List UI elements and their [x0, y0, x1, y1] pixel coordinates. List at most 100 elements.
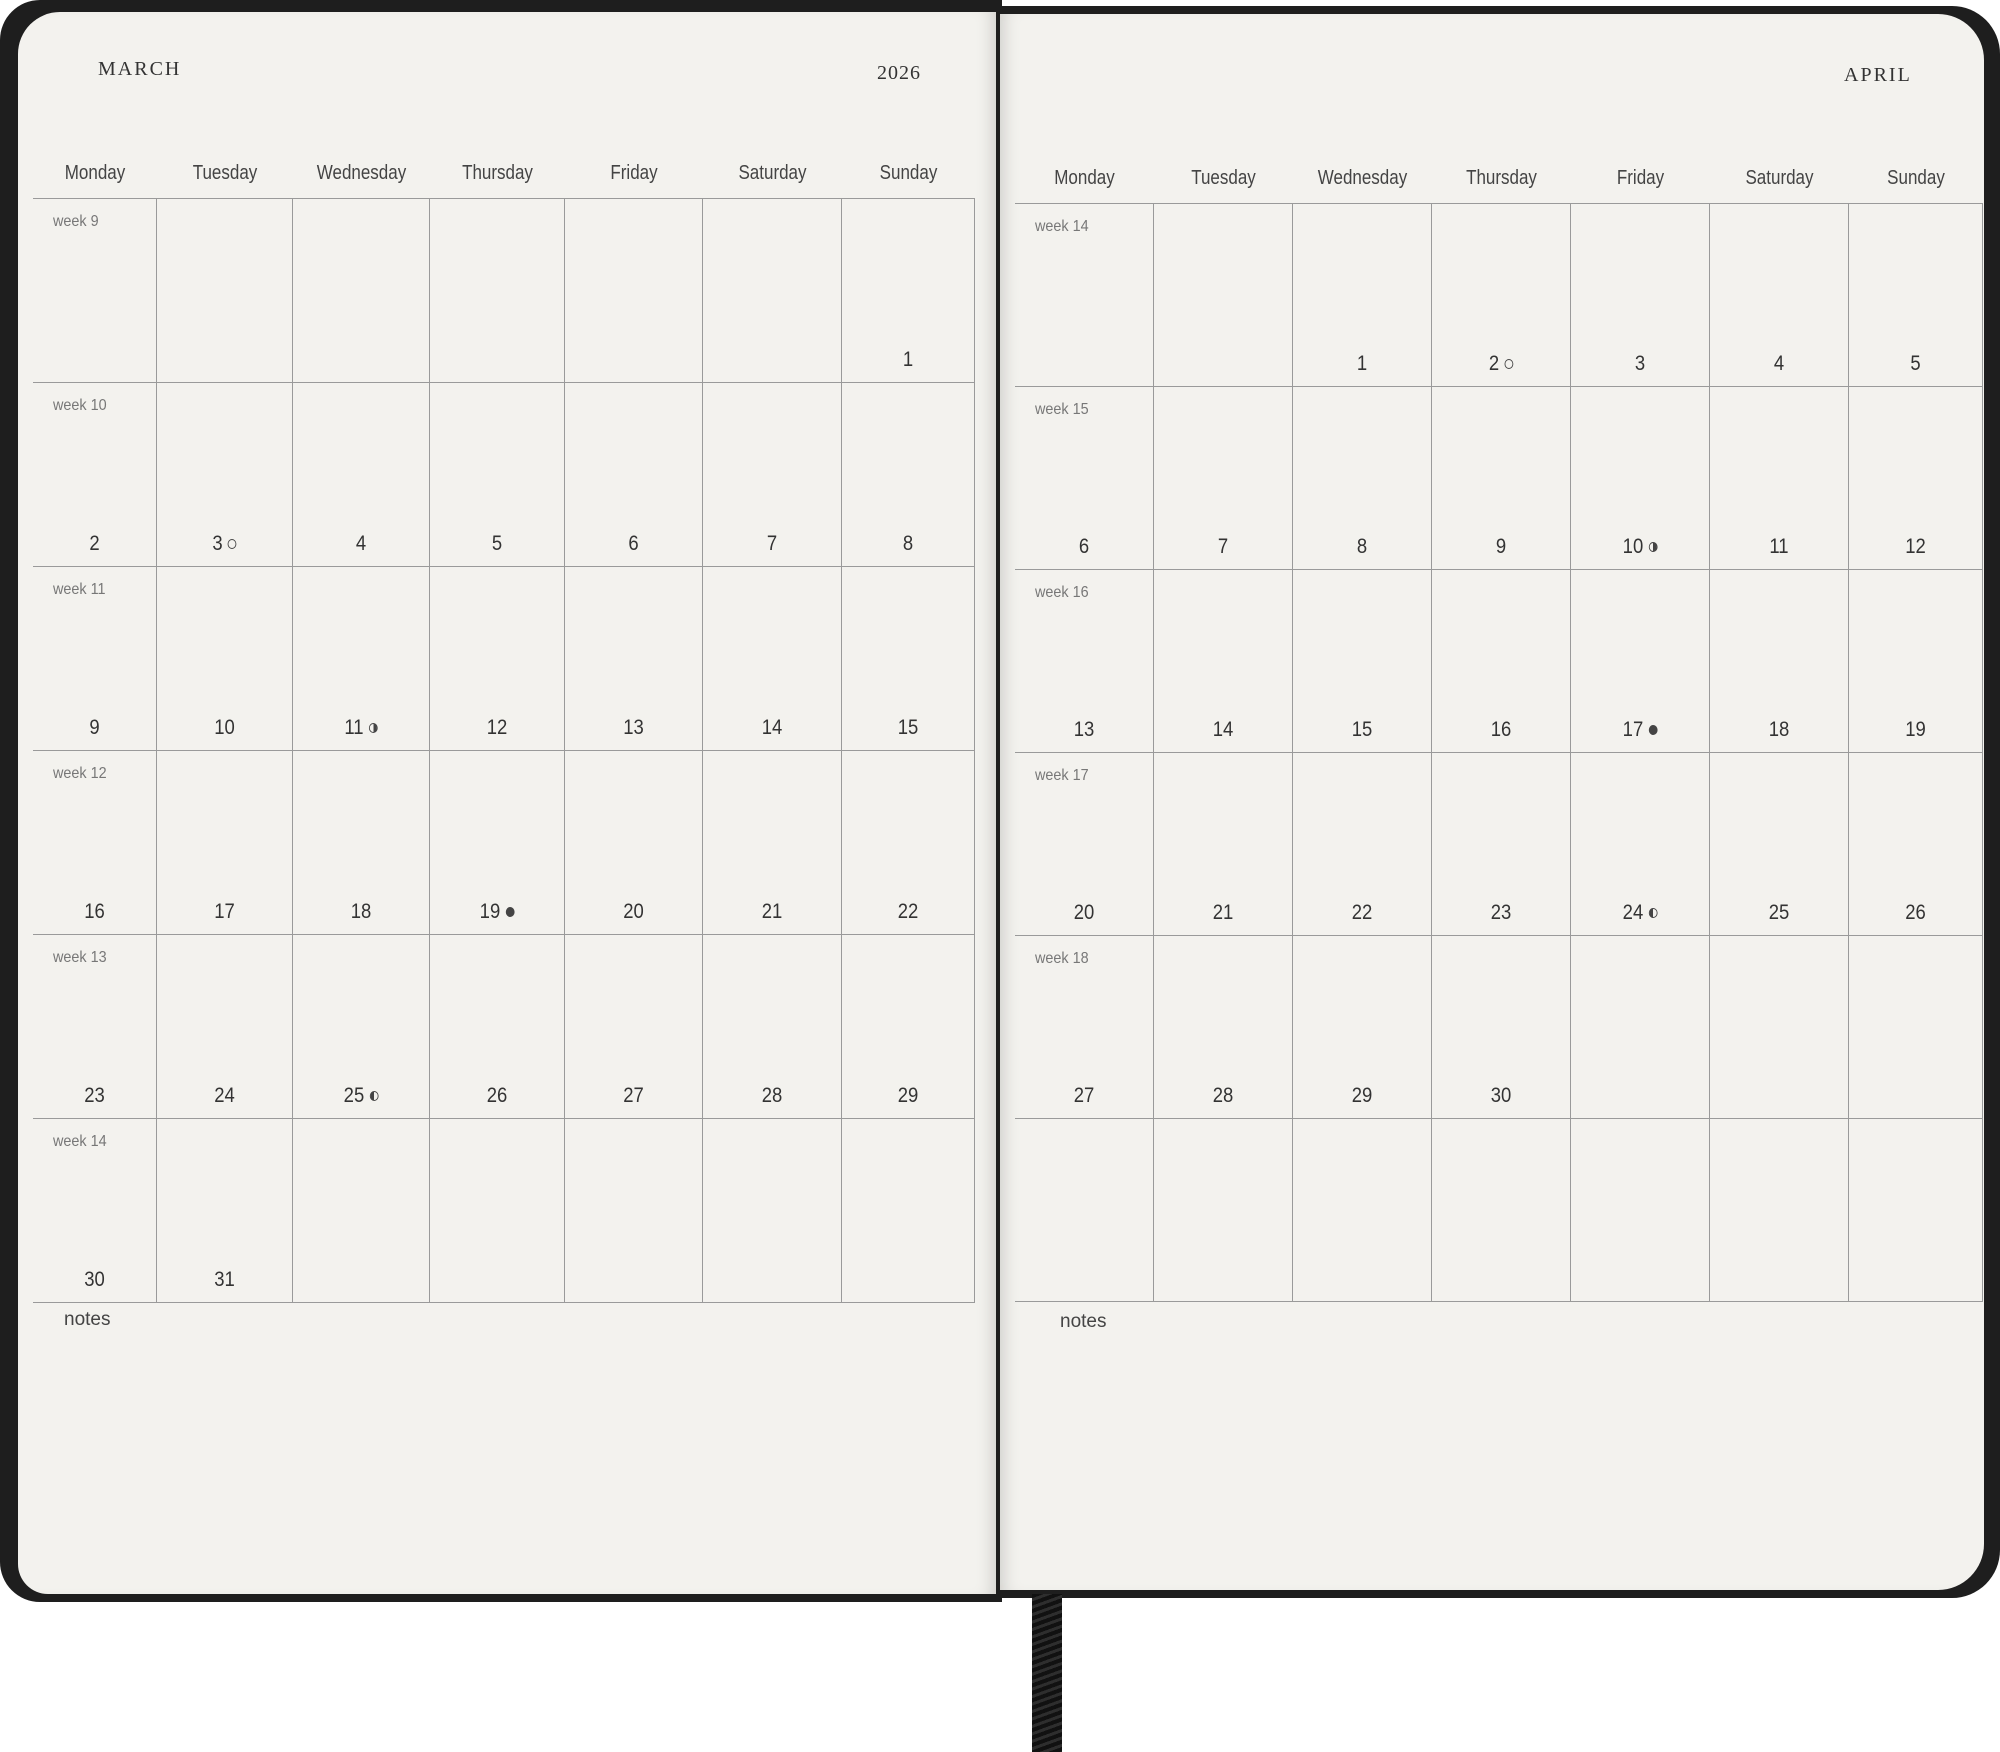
day-cell[interactable]: 22	[1293, 753, 1432, 936]
day-cell[interactable]	[1710, 1119, 1849, 1302]
day-number-wrap: 7	[711, 532, 832, 556]
day-cell[interactable]: 3	[1571, 204, 1710, 387]
day-cell[interactable]: week 10 2	[33, 383, 157, 567]
day-cell[interactable]: 26	[430, 935, 565, 1119]
day-cell[interactable]: 20	[565, 751, 703, 935]
day-cell[interactable]: 7	[703, 383, 842, 567]
day-cell[interactable]	[1293, 1119, 1432, 1302]
day-cell[interactable]: 21	[1154, 753, 1293, 936]
day-cell[interactable]: 16	[1432, 570, 1571, 753]
day-number: 9	[89, 716, 100, 739]
day-number: 10	[214, 716, 235, 739]
day-cell[interactable]: 22	[842, 751, 975, 935]
day-cell[interactable]: 4	[293, 383, 430, 567]
day-cell[interactable]: week 18 27	[1015, 936, 1154, 1119]
day-cell[interactable]: 18	[293, 751, 430, 935]
day-cell[interactable]	[565, 1119, 703, 1303]
day-cell[interactable]	[293, 199, 430, 383]
day-cell[interactable]: week 14 30	[33, 1119, 157, 1303]
day-cell[interactable]: 31	[157, 1119, 293, 1303]
day-cell[interactable]	[430, 1119, 565, 1303]
day-cell[interactable]: 6	[565, 383, 703, 567]
day-cell[interactable]: 24	[1571, 753, 1710, 936]
day-cell[interactable]: 7	[1154, 387, 1293, 570]
day-cell[interactable]	[1849, 1119, 1983, 1302]
day-number-wrap: 9	[40, 716, 148, 740]
day-cell[interactable]	[842, 1119, 975, 1303]
day-cell[interactable]: 4	[1710, 204, 1849, 387]
day-cell[interactable]	[430, 199, 565, 383]
day-cell[interactable]: week 17 20	[1015, 753, 1154, 936]
day-cell[interactable]: 25	[1710, 753, 1849, 936]
week-label: week 9	[53, 213, 99, 230]
new-moon-icon	[1648, 725, 1658, 735]
day-cell[interactable]	[703, 1119, 842, 1303]
day-cell[interactable]	[293, 1119, 430, 1303]
day-cell[interactable]: 23	[1432, 753, 1571, 936]
day-cell[interactable]: 1	[1293, 204, 1432, 387]
day-cell[interactable]: week 11 9	[33, 567, 157, 751]
day-cell[interactable]	[1571, 1119, 1710, 1302]
day-cell[interactable]: week 13 23	[33, 935, 157, 1119]
day-cell[interactable]: 15	[1293, 570, 1432, 753]
day-number: 5	[491, 532, 503, 555]
day-number: 1	[1356, 352, 1368, 375]
day-cell[interactable]: 5	[430, 383, 565, 567]
day-cell[interactable]: 26	[1849, 753, 1983, 936]
day-cell[interactable]: 12	[430, 567, 565, 751]
day-cell[interactable]	[157, 199, 293, 383]
day-cell[interactable]: 11	[1710, 387, 1849, 570]
day-cell[interactable]	[703, 199, 842, 383]
day-cell[interactable]: week 9	[33, 199, 157, 383]
day-cell[interactable]	[1154, 1119, 1293, 1302]
day-cell[interactable]: 1	[842, 199, 975, 383]
day-cell[interactable]: 2	[1432, 204, 1571, 387]
day-cell[interactable]: 28	[1154, 936, 1293, 1119]
day-cell[interactable]	[1015, 1119, 1154, 1302]
day-cell[interactable]: week 14	[1015, 204, 1154, 387]
day-cell[interactable]: 9	[1432, 387, 1571, 570]
day-number-wrap: 28	[1162, 1084, 1283, 1108]
day-cell[interactable]: 24	[157, 935, 293, 1119]
day-cell[interactable]: 17	[157, 751, 293, 935]
day-cell[interactable]: 28	[703, 935, 842, 1119]
day-number: 28	[761, 1084, 783, 1107]
day-cell[interactable]: 19	[1849, 570, 1983, 753]
day-number-wrap: 8	[1301, 535, 1422, 559]
day-cell[interactable]: 29	[1293, 936, 1432, 1119]
day-cell[interactable]: 27	[565, 935, 703, 1119]
day-cell[interactable]: 12	[1849, 387, 1983, 570]
day-cell[interactable]: 8	[1293, 387, 1432, 570]
day-cell[interactable]	[565, 199, 703, 383]
day-cell[interactable]: 30	[1432, 936, 1571, 1119]
day-cell[interactable]: 11	[293, 567, 430, 751]
day-cell[interactable]: 15	[842, 567, 975, 751]
day-cell[interactable]: week 16 13	[1015, 570, 1154, 753]
day-cell[interactable]: 10	[1571, 387, 1710, 570]
day-cell[interactable]: 17	[1571, 570, 1710, 753]
day-cell[interactable]: 19	[430, 751, 565, 935]
day-cell[interactable]	[1432, 1119, 1571, 1302]
day-cell[interactable]	[1710, 936, 1849, 1119]
day-number: 1	[902, 348, 914, 371]
day-number-wrap: 23	[1440, 901, 1561, 925]
day-cell[interactable]: 10	[157, 567, 293, 751]
day-number: 13	[623, 716, 644, 739]
day-cell[interactable]: 5	[1849, 204, 1983, 387]
day-cell[interactable]: 14	[1154, 570, 1293, 753]
day-cell[interactable]: 3	[157, 383, 293, 567]
day-cell[interactable]: 8	[842, 383, 975, 567]
day-number-wrap: 24	[1579, 901, 1700, 925]
bookmark-ribbon[interactable]	[1032, 1594, 1062, 1752]
day-cell[interactable]: week 12 16	[33, 751, 157, 935]
day-cell[interactable]: 13	[565, 567, 703, 751]
day-cell[interactable]: week 15 6	[1015, 387, 1154, 570]
day-cell[interactable]: 29	[842, 935, 975, 1119]
day-cell[interactable]	[1849, 936, 1983, 1119]
day-cell[interactable]	[1154, 204, 1293, 387]
day-cell[interactable]: 25	[293, 935, 430, 1119]
day-cell[interactable]: 21	[703, 751, 842, 935]
day-cell[interactable]: 18	[1710, 570, 1849, 753]
day-cell[interactable]: 14	[703, 567, 842, 751]
day-cell[interactable]	[1571, 936, 1710, 1119]
